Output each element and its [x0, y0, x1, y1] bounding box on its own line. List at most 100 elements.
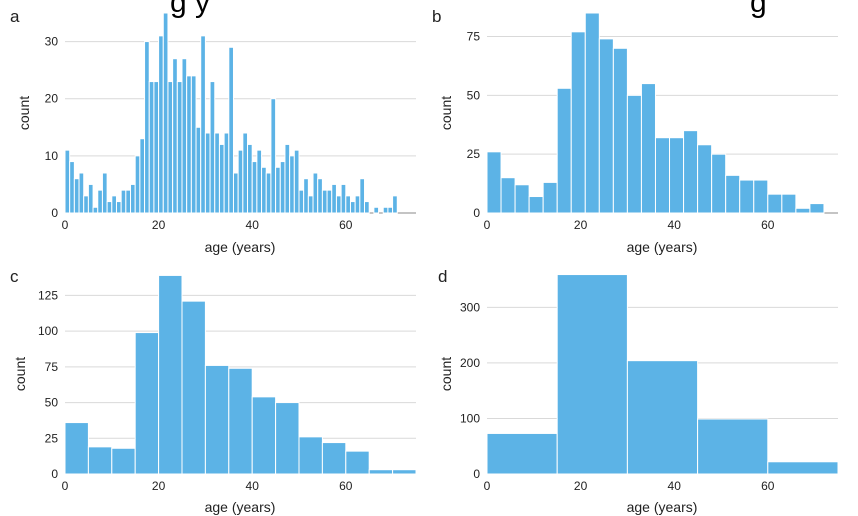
x-tick-label-d: 20 — [574, 479, 588, 493]
histogram-bar-c — [275, 402, 300, 475]
y-tick-label-d: 300 — [460, 300, 480, 314]
y-tick-label-b: 75 — [467, 30, 481, 44]
histogram-bar-a — [101, 172, 108, 214]
x-axis-title-a: age (years) — [205, 239, 276, 255]
histogram-bar-a — [125, 189, 132, 214]
x-tick-label-b: 40 — [668, 218, 682, 232]
histogram-bar-a — [167, 81, 174, 214]
histogram-bar-a — [228, 46, 234, 214]
x-tick-label-d: 0 — [484, 479, 491, 493]
histogram-panel-d: d 0 100 200 300 0 20 40 60 age (years) count — [438, 267, 839, 515]
y-tick-label-c: 0 — [51, 467, 58, 481]
histogram-bar-b — [598, 38, 614, 214]
histogram-bar-a — [364, 201, 370, 214]
histogram-bar-c — [321, 442, 347, 475]
histogram-bar-a — [148, 81, 155, 214]
histogram-bar-a — [195, 126, 202, 214]
x-tick-label-d: 60 — [761, 479, 775, 493]
x-tick-label-a: 40 — [246, 218, 260, 232]
histogram-bar-d — [697, 418, 769, 475]
histogram-bar-b — [486, 151, 502, 214]
y-tick-label-c: 125 — [38, 288, 58, 302]
histogram-bar-a — [317, 178, 323, 214]
histogram-bar-b — [669, 137, 685, 214]
y-tick-label-b: 50 — [467, 88, 481, 102]
histogram-bar-a — [214, 132, 220, 214]
y-tick-label-a: 20 — [45, 92, 59, 106]
x-tick-label-b: 0 — [484, 218, 491, 232]
histogram-bar-a — [130, 183, 136, 214]
histogram-bar-a — [115, 201, 122, 214]
histogram-bar-c — [181, 300, 206, 475]
y-tick-label-a: 30 — [45, 35, 59, 49]
y-tick-label-c: 75 — [45, 360, 59, 374]
histogram-bar-a — [134, 155, 141, 214]
histogram-bar-c — [158, 274, 183, 475]
histogram-bar-c — [228, 367, 253, 475]
histogram-bar-b — [626, 94, 642, 214]
histogram-bar-a — [144, 41, 150, 214]
histogram-bar-a — [293, 149, 300, 214]
histogram-bar-a — [162, 12, 169, 214]
histogram-bar-a — [298, 189, 305, 214]
histogram-bar-a — [289, 155, 295, 214]
histogram-bar-a — [340, 183, 347, 214]
histogram-bar-a — [176, 81, 183, 214]
histogram-bar-c — [251, 396, 277, 475]
histogram-bar-a — [307, 195, 314, 214]
histogram-bar-a — [392, 195, 398, 214]
histogram-bar-b — [612, 47, 628, 214]
y-tick-label-c: 25 — [45, 431, 59, 445]
histogram-bar-a — [120, 189, 127, 214]
histogram-bar-b — [767, 193, 783, 214]
histogram-bar-a — [284, 143, 291, 214]
y-tick-label-d: 0 — [473, 467, 480, 481]
histogram-bar-d — [556, 274, 628, 475]
y-axis-title-b: count — [438, 96, 454, 130]
histogram-bar-b — [640, 83, 656, 214]
x-tick-label-b: 20 — [574, 218, 588, 232]
y-tick-label-d: 100 — [460, 411, 480, 425]
y-tick-label-d: 200 — [460, 356, 480, 370]
histogram-bar-b — [725, 174, 741, 214]
histogram-bar-a — [275, 166, 281, 214]
histogram-bar-b — [683, 130, 699, 214]
y-tick-label-a: 10 — [45, 149, 59, 163]
histogram-bar-a — [218, 143, 225, 214]
histogram-bar-a — [223, 132, 230, 214]
y-tick-label-b: 25 — [467, 147, 481, 161]
histogram-bar-b — [514, 184, 530, 214]
histogram-bar-a — [106, 201, 113, 214]
histogram-bar-a — [181, 58, 188, 214]
histogram-bar-c — [111, 447, 136, 475]
y-axis-title-c: count — [12, 357, 28, 391]
x-axis-title-b: age (years) — [627, 239, 698, 255]
histogram-bar-a — [321, 189, 328, 214]
histogram-bar-d — [626, 360, 699, 475]
histogram-bar-b — [570, 31, 586, 214]
histogram-bar-a — [261, 166, 267, 214]
histogram-bar-b — [697, 144, 713, 214]
histogram-bar-a — [64, 149, 71, 214]
histogram-bar-c — [64, 422, 89, 475]
x-tick-label-d: 40 — [668, 479, 682, 493]
histogram-bar-b — [584, 12, 600, 214]
histogram-bar-b — [654, 137, 671, 214]
histogram-bar-a — [78, 172, 85, 214]
histogram-bar-a — [200, 35, 206, 214]
x-tick-label-c: 40 — [246, 479, 260, 493]
y-tick-label-b: 0 — [473, 206, 480, 220]
histogram-bar-a — [97, 189, 103, 214]
histogram-bar-a — [345, 195, 351, 214]
panel-label-d: d — [438, 267, 447, 286]
histogram-bar-a — [172, 58, 178, 214]
y-tick-label-c: 100 — [38, 324, 58, 338]
panel-label-c: c — [10, 267, 19, 286]
histogram-bar-a — [335, 195, 342, 214]
histogram-bar-b — [711, 153, 727, 214]
x-tick-label-a: 0 — [62, 218, 69, 232]
y-axis-title-d: count — [438, 357, 454, 391]
histogram-bar-a — [232, 172, 239, 214]
histogram-bar-a — [242, 132, 249, 214]
